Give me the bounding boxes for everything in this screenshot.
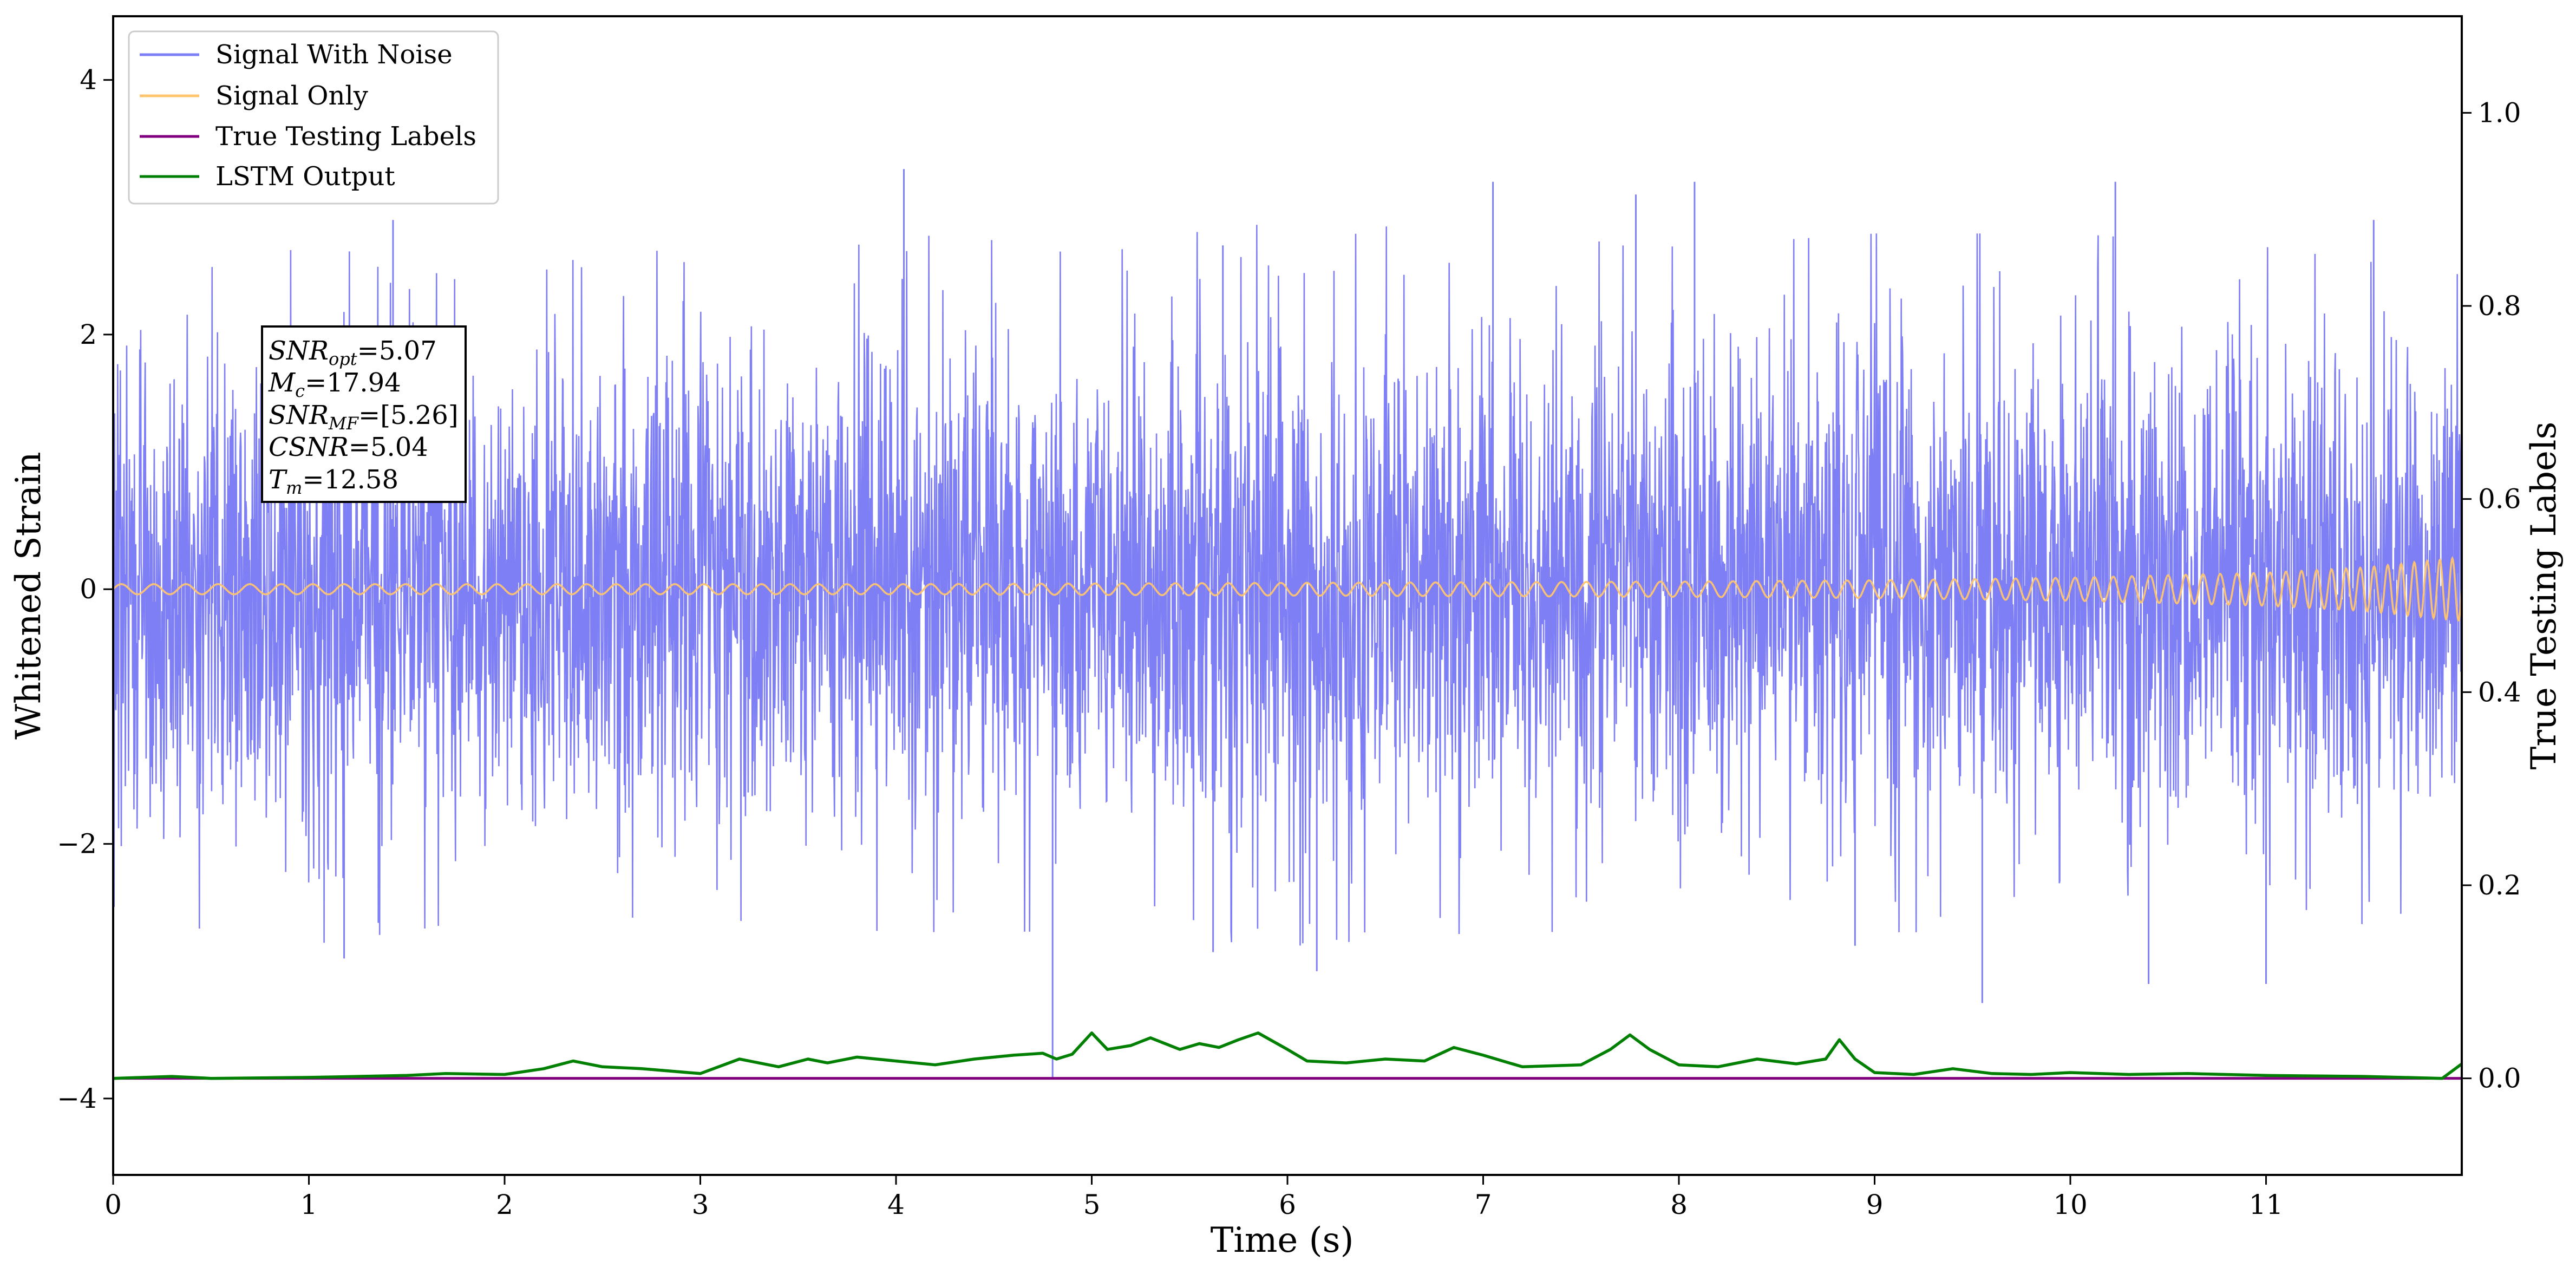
- y-right-tick-label-3: 0.6: [2478, 484, 2521, 515]
- x-tick-label-11: 11: [2249, 1189, 2284, 1220]
- x-tick-label-7: 7: [1475, 1189, 1492, 1220]
- annotation-line-snr-opt: SNRopt=5.07: [269, 336, 437, 369]
- x-tick-label-5: 5: [1083, 1189, 1101, 1220]
- y-left-tick-label-1: −2: [57, 828, 97, 860]
- series-lstm-output: [113, 1031, 2462, 1080]
- x-tick-label-0: 0: [104, 1189, 122, 1220]
- y-axis-right-label: True Testing Labels: [2524, 422, 2564, 770]
- x-axis: 0 1 2 3 4 5 6 7 8 9 10 11: [104, 1175, 2283, 1220]
- y-axis-left-label: Whitened Strain: [9, 452, 49, 739]
- legend-label-lstm-output: LSTM Output: [215, 161, 395, 192]
- annotation-box: SNRopt=5.07 Mc=17.94 SNRMF=[5.26] CSNR=5…: [261, 325, 467, 503]
- annotation-line-csnr: CSNR=5.04: [269, 432, 428, 462]
- x-tick-label-8: 8: [1670, 1189, 1688, 1220]
- y-left-tick-label-2: 0: [80, 573, 97, 605]
- annotation-line-mc: Mc=17.94: [268, 368, 401, 401]
- y-axis-left: −4 −2 0 2 4: [57, 64, 113, 1114]
- legend-label-true-testing-labels: True Testing Labels: [215, 121, 476, 152]
- x-tick-label-2: 2: [496, 1189, 513, 1220]
- y-right-tick-label-1: 0.2: [2478, 870, 2521, 901]
- x-tick-label-4: 4: [887, 1189, 905, 1220]
- annotation-frame: [261, 325, 467, 503]
- legend-label-signal-with-noise: Signal With Noise: [215, 40, 453, 70]
- annotation-line-tm: Tm=12.58: [269, 465, 398, 498]
- x-tick-label-10: 10: [2053, 1189, 2088, 1220]
- y-left-tick-label-0: −4: [57, 1083, 97, 1114]
- annotation-line-snr-mf: SNRMF=[5.26]: [269, 400, 459, 434]
- series-signal-only: [113, 556, 2462, 622]
- series-signal-with-noise: [113, 225, 2462, 946]
- y-left-tick-label-4: 4: [80, 64, 97, 96]
- y-right-tick-label-2: 0.4: [2478, 676, 2521, 708]
- x-tick-label-9: 9: [1866, 1189, 1884, 1220]
- y-right-tick-label-5: 1.0: [2478, 97, 2521, 128]
- x-tick-label-1: 1: [300, 1189, 318, 1220]
- series-layer: [113, 169, 2462, 1080]
- y-right-tick-label-0: 0.0: [2478, 1063, 2521, 1094]
- legend-frame: [128, 30, 499, 205]
- y-right-tick-label-4: 0.8: [2478, 290, 2521, 322]
- x-tick-label-6: 6: [1279, 1189, 1296, 1220]
- legend: Signal With Noise Signal Only True Testi…: [128, 30, 499, 205]
- y-axis-right: 0.0 0.2 0.4 0.6 0.8 1.0: [2462, 97, 2521, 1094]
- legend-label-signal-only: Signal Only: [215, 81, 368, 111]
- x-axis-label: Time (s): [1211, 1220, 1354, 1260]
- y-left-tick-label-3: 2: [80, 319, 97, 350]
- x-tick-label-3: 3: [692, 1189, 709, 1220]
